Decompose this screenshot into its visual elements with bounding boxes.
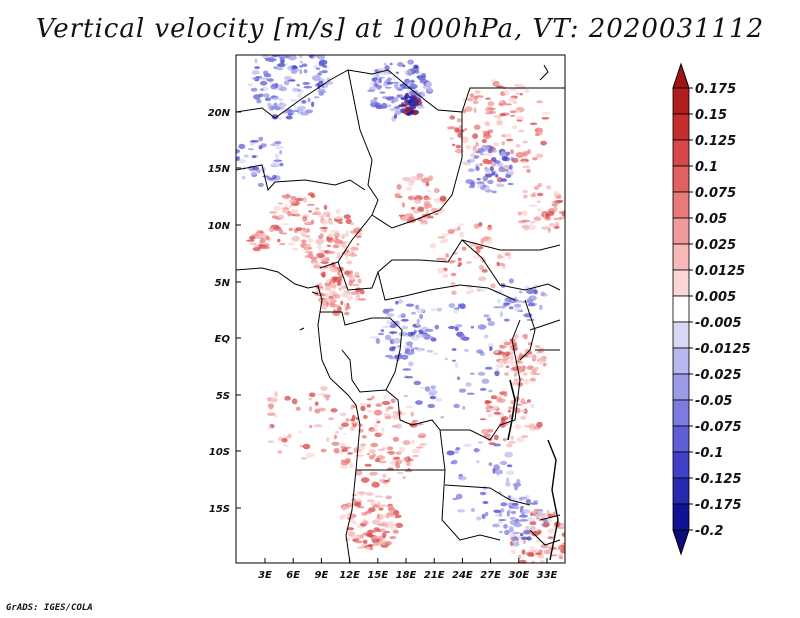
lon-tick-label: 9E bbox=[315, 570, 329, 581]
lon-tick-label: 15E bbox=[367, 570, 388, 581]
colorbar-swatch bbox=[672, 425, 690, 453]
lon-tick-label: 24E bbox=[452, 570, 473, 581]
colorbar-label: -0.1 bbox=[695, 446, 723, 461]
lat-tick-label: 5S bbox=[216, 391, 230, 402]
colorbar-swatch bbox=[672, 373, 690, 401]
border-line bbox=[377, 271, 516, 301]
colorbar-swatch bbox=[672, 503, 690, 531]
lon-tick-label: 33E bbox=[537, 570, 558, 581]
colorbar-swatch bbox=[672, 165, 690, 193]
lat-tick-label: 15S bbox=[209, 504, 230, 515]
border-line bbox=[320, 311, 403, 393]
colorbar-label: -0.125 bbox=[695, 472, 742, 487]
colorbar-swatch bbox=[672, 191, 690, 219]
map-title: Vertical velocity [m/s] at 1000hPa, VT: … bbox=[35, 14, 765, 44]
colorbar-label: 0.005 bbox=[695, 290, 736, 305]
lon-tick-label: 27E bbox=[480, 570, 501, 581]
colorbar-swatch bbox=[672, 451, 690, 479]
colorbar-label: -0.005 bbox=[695, 316, 742, 331]
colorbar-label: 0.05 bbox=[695, 212, 727, 227]
colorbar-swatch bbox=[672, 295, 690, 323]
lat-tick-label: EQ bbox=[215, 334, 231, 345]
latitude-axis: 20N 15N 10N 5N EQ 5S 10S 15S bbox=[208, 108, 241, 515]
colorbar-label: 0.125 bbox=[695, 134, 736, 149]
colorbar-swatch bbox=[672, 347, 690, 375]
border-line bbox=[356, 469, 531, 506]
lon-tick-label: 6E bbox=[286, 570, 300, 581]
lake-outline bbox=[507, 379, 516, 441]
colorbar-label: -0.175 bbox=[695, 498, 742, 513]
lon-tick-label: 12E bbox=[339, 570, 360, 581]
country-borders bbox=[236, 64, 565, 563]
border-line bbox=[461, 87, 565, 251]
colorbar-bottom-arrow bbox=[672, 529, 690, 556]
footer-credit: GrADS: IGES/COLA bbox=[6, 603, 93, 613]
colorbar-swatch bbox=[672, 243, 690, 271]
lat-tick-label: 10S bbox=[209, 447, 230, 458]
lon-tick-label: 21E bbox=[424, 570, 445, 581]
colorbar-label: 0.1 bbox=[695, 160, 718, 175]
lake-outline bbox=[547, 439, 559, 561]
border-line bbox=[519, 299, 561, 361]
lat-tick-label: 20N bbox=[208, 108, 231, 119]
lat-tick-label: 10N bbox=[208, 221, 231, 232]
colorbar-label: 0.175 bbox=[695, 82, 736, 97]
border-line bbox=[319, 69, 379, 269]
border-line bbox=[236, 69, 463, 158]
colorbar-label: -0.075 bbox=[695, 420, 742, 435]
colorbar-label: -0.2 bbox=[695, 524, 723, 539]
colorbar-top-arrow bbox=[672, 62, 690, 89]
velocity-field bbox=[236, 55, 565, 563]
colorbar-label: -0.025 bbox=[695, 368, 742, 383]
lon-tick-label: 3E bbox=[258, 570, 272, 581]
colorbar: 0.175 0.15 0.125 0.1 0.075 0.05 0.025 0.0125 0.0… bbox=[672, 62, 751, 556]
map-frame bbox=[235, 54, 566, 564]
colorbar-swatch bbox=[672, 139, 690, 167]
border-line bbox=[236, 164, 366, 192]
colorbar-swatch bbox=[672, 321, 690, 349]
colorbar-swatch bbox=[672, 399, 690, 427]
lon-tick-label: 30E bbox=[508, 570, 529, 581]
coastline bbox=[299, 64, 549, 331]
lat-tick-label: 15N bbox=[208, 164, 231, 175]
colorbar-swatch bbox=[672, 269, 690, 297]
border-line bbox=[337, 239, 561, 291]
colorbar-label: 0.15 bbox=[695, 108, 727, 123]
colorbar-swatch bbox=[672, 87, 690, 115]
colorbar-swatch bbox=[672, 217, 690, 245]
colorbar-label: 0.025 bbox=[695, 238, 736, 253]
lat-tick-label: 5N bbox=[215, 278, 231, 289]
colorbar-swatch bbox=[672, 477, 690, 505]
colorbar-label: 0.075 bbox=[695, 186, 736, 201]
lon-tick-label: 18E bbox=[396, 570, 417, 581]
colorbar-label: -0.05 bbox=[695, 394, 732, 409]
colorbar-label: -0.0125 bbox=[695, 342, 751, 357]
lake-outline bbox=[529, 514, 561, 546]
colorbar-label: 0.0125 bbox=[695, 264, 745, 279]
longitude-axis: 3E 6E 9E 12E 15E 18E 21E 24E 27E 30E 33E bbox=[258, 558, 558, 581]
colorbar-swatch bbox=[672, 113, 690, 141]
border-line bbox=[440, 319, 521, 441]
border-line bbox=[371, 157, 463, 229]
